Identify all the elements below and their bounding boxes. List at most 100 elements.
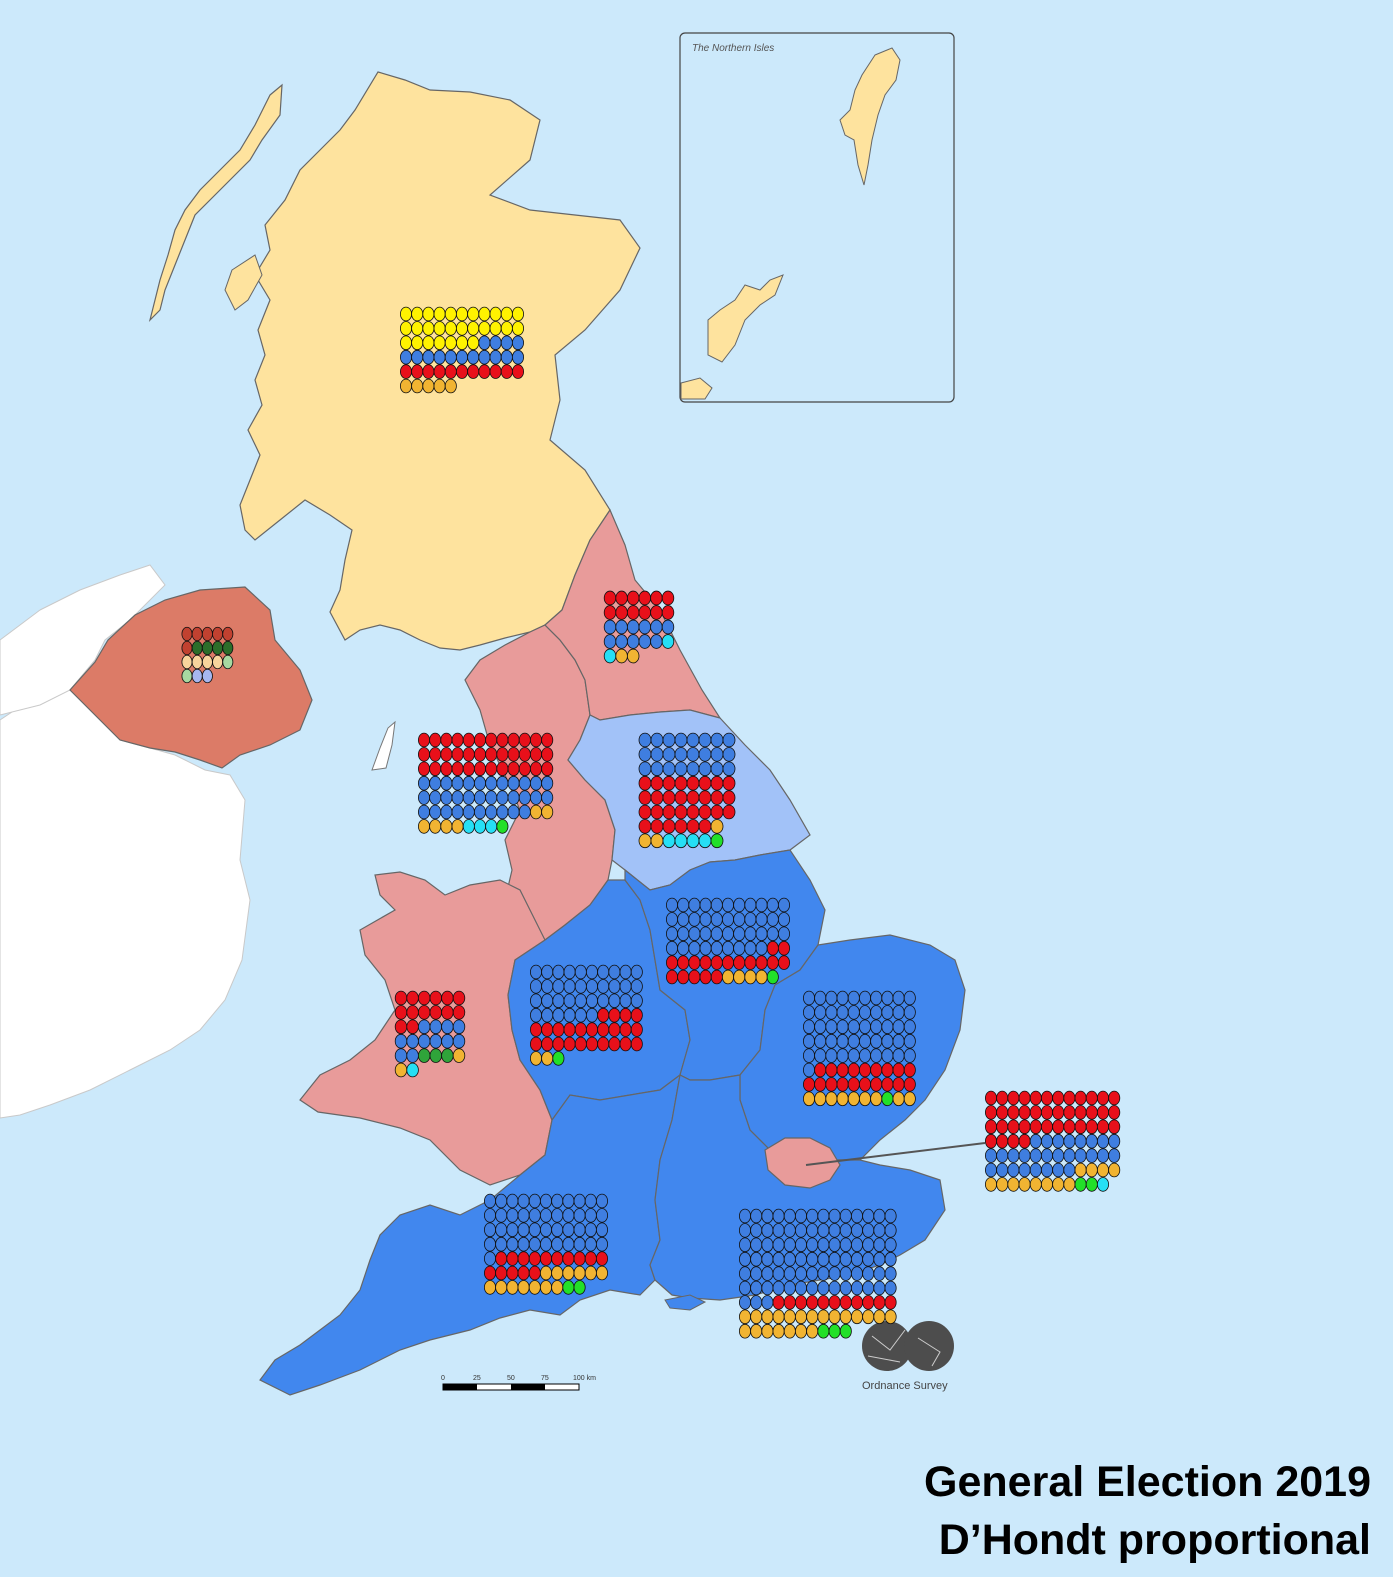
seat-dot-lab (688, 969, 701, 985)
seat-dot-con (862, 1251, 875, 1267)
seat-dot-con (873, 1251, 886, 1267)
seat-dot-con (783, 1208, 796, 1224)
seat-dot-con (755, 897, 768, 913)
seat-dot-con (495, 1222, 508, 1238)
seat-dot-ld (795, 1309, 808, 1325)
seat-dot-lab (429, 761, 442, 777)
seat-dot-ld (870, 1091, 883, 1107)
seat-dot-lab (422, 364, 435, 379)
seat-dot-con (485, 804, 498, 820)
london-region (764, 1137, 841, 1189)
seat-dot-lab (677, 969, 690, 985)
seat-dot-con (562, 1222, 575, 1238)
seat-dot-lab (1085, 1105, 1098, 1120)
seat-dot-con (817, 1266, 830, 1281)
seat-dot-con (739, 1223, 752, 1238)
seat-dot-con (996, 1148, 1009, 1163)
seat-dot-con (495, 1208, 508, 1223)
seat-dot-lab (478, 364, 491, 379)
seat-dot-con (574, 979, 587, 994)
map-title-line-2: D’Hondt proportional (938, 1516, 1371, 1564)
seat-dot-con (562, 1193, 575, 1209)
seat-dot-lab (666, 969, 679, 985)
seat-dot-con (394, 1033, 408, 1049)
seat-dot-ld (1063, 1177, 1076, 1192)
seat-dot-ld (596, 1265, 609, 1281)
ordnance-survey-label: Ordnance Survey (862, 1380, 948, 1392)
seat-dot-brexit (473, 819, 486, 834)
seat-dot-con (739, 1280, 752, 1296)
seat-dot-con (541, 1007, 554, 1023)
seat-dot-sf (201, 640, 213, 656)
seat-dot-lab (541, 1036, 554, 1052)
seat-dot-ld (803, 1091, 816, 1107)
seat-dot-con (452, 1033, 466, 1049)
seat-dot-lab (772, 1295, 785, 1310)
seat-dot-con (650, 634, 663, 649)
seat-group-south-west (483, 1193, 609, 1295)
seat-dot-con (739, 1295, 752, 1310)
seat-dot-con (429, 804, 442, 820)
seat-dot-con (686, 732, 700, 748)
seat-dot-con (839, 1223, 852, 1238)
seat-dot-lab (418, 990, 431, 1006)
seat-dot-snp (478, 321, 491, 336)
seat-dot-con (406, 1033, 419, 1049)
seat-dot-lab (1097, 1119, 1110, 1135)
seat-dot-lab (627, 605, 640, 620)
seat-dot-con (884, 1251, 897, 1267)
seat-dot-lab (778, 940, 791, 956)
seat-dot-snp (489, 321, 502, 336)
seat-dot-lab (881, 1062, 894, 1078)
donegal-coast (0, 564, 166, 716)
seat-dot-con (608, 964, 621, 980)
seat-dot-lab (686, 790, 700, 805)
seat-dot-con (483, 1251, 496, 1266)
seat-dot-con (483, 1222, 496, 1238)
seat-dot-con (650, 747, 664, 762)
seat-dot-con (873, 1223, 886, 1238)
seat-dot-con (778, 897, 791, 913)
seat-dot-lab (698, 819, 712, 834)
seat-dot-con (1052, 1162, 1065, 1178)
seat-dot-lab (847, 1077, 860, 1092)
seat-dot-snp (422, 335, 435, 351)
seat-dot-snp (411, 335, 424, 351)
seat-dot-lab (417, 732, 430, 748)
seat-dot-ld (733, 969, 746, 985)
seat-dot-con (517, 1222, 530, 1238)
shetland (839, 47, 901, 186)
seat-dot-con (772, 1223, 785, 1238)
seat-dot-brexit (686, 833, 700, 849)
seat-dot-ld (825, 1091, 838, 1107)
seat-dot-dup (191, 626, 203, 642)
seat-dot-con (540, 1193, 553, 1209)
seat-dot-con (417, 804, 430, 820)
seat-dot-ld (795, 1323, 808, 1339)
seat-dot-con (530, 964, 543, 980)
seat-dot-con (836, 1033, 849, 1049)
seat-dot-ld (783, 1323, 796, 1339)
seat-dot-lab (1052, 1105, 1065, 1120)
seat-dot-con (1018, 1148, 1031, 1163)
seat-dot-con (1041, 1148, 1054, 1163)
orkney-mainland-south (680, 377, 713, 400)
seat-dot-lab (528, 1251, 541, 1266)
seat-dot-lab (462, 747, 475, 762)
seat-dot-snp (422, 306, 435, 322)
seat-dot-con (1108, 1148, 1121, 1163)
seat-dot-con (586, 964, 599, 980)
seat-dot-lab (429, 747, 442, 762)
seat-dot-ld (1041, 1177, 1054, 1192)
seat-dot-lab (399, 364, 412, 379)
seat-dot-ld (530, 804, 543, 820)
seat-dot-con (761, 1237, 774, 1253)
seat-dot-lab (1074, 1119, 1087, 1135)
seat-dot-con (563, 993, 576, 1009)
seat-dot-lab (650, 804, 664, 820)
seat-dot-con (541, 790, 554, 805)
seat-dot-lab (483, 1265, 496, 1281)
seat-dot-con (755, 912, 768, 927)
seat-dot-con (451, 775, 464, 791)
